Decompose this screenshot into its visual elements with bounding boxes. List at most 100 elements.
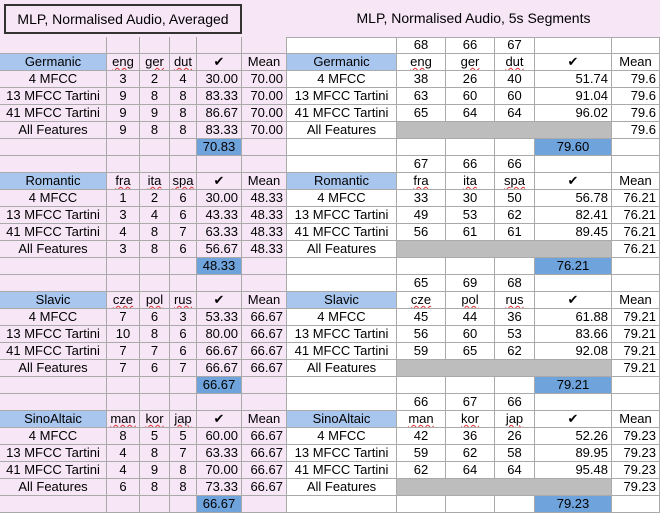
cell-text: 64 (462, 462, 478, 477)
cell: 65 (397, 105, 446, 122)
count: 68 (495, 275, 535, 292)
header: eng (107, 54, 140, 71)
cell-text: 30.00 (205, 190, 238, 205)
cell: 38 (397, 71, 446, 88)
cell (140, 37, 170, 54)
cell-text: 13 MFCC Tartini (294, 445, 389, 460)
cell: 70.00 (197, 462, 242, 479)
average: 76.21 (535, 258, 612, 275)
cell: 6 (107, 479, 140, 496)
cell-text: 79.21 (623, 343, 656, 358)
cell (140, 258, 170, 275)
cell-text: 79.60 (556, 139, 590, 154)
cell-text: cze (112, 292, 134, 307)
cell (107, 156, 140, 173)
cell-text: ✔ (567, 292, 579, 307)
cell: All Features (0, 122, 107, 139)
cell: 8 (170, 105, 197, 122)
cell: 76.21 (612, 241, 660, 258)
cell: 9 (140, 462, 170, 479)
cell: 1 (107, 190, 140, 207)
cell (170, 275, 197, 292)
cell: 45 (397, 309, 446, 326)
header: kor (446, 411, 495, 428)
cell: 9 (107, 122, 140, 139)
cell (170, 258, 197, 275)
cell (612, 394, 660, 411)
cell-text: 6 (119, 479, 127, 494)
cell: 33 (397, 190, 446, 207)
header: spa (170, 173, 197, 190)
cell: 4 MFCC (287, 428, 397, 445)
cell-text: 30.00 (205, 71, 238, 86)
cell: 30.00 (197, 71, 242, 88)
cell: 4 MFCC (287, 309, 397, 326)
cell-text: 13 MFCC Tartini (294, 326, 389, 341)
cell (535, 156, 612, 173)
count: 67 (446, 394, 495, 411)
cell-text: SinoAltaic (312, 411, 371, 426)
cell: 42 (397, 428, 446, 445)
cell-text: 79.6 (630, 71, 656, 86)
cell-text: 61 (507, 224, 522, 239)
cell-text: rus (505, 292, 524, 307)
cell-text: 7 (119, 343, 127, 358)
cell: 8 (170, 88, 197, 105)
cell-text: 4 MFCC (28, 428, 78, 443)
cell: 89.95 (535, 445, 612, 462)
cell (107, 496, 140, 513)
cell (242, 258, 287, 275)
cell: 79.23 (612, 445, 660, 462)
cell-text: ✔ (213, 292, 225, 307)
header: ita (140, 173, 170, 190)
cell (170, 377, 197, 394)
cell-text: Romantic (25, 173, 81, 188)
cell: 60 (495, 88, 535, 105)
cell-text: Mean (247, 411, 281, 426)
cell-text: 4 (119, 462, 127, 477)
cell-text: 76.21 (623, 207, 656, 222)
cell: 79.21 (612, 360, 660, 377)
cell-text: 2 (150, 190, 159, 205)
cell: 50 (495, 190, 535, 207)
cell (397, 479, 612, 496)
header: man (397, 411, 446, 428)
cell-text: 66 (507, 156, 522, 171)
cell-text: 83.33 (205, 88, 238, 103)
cell-text: 48.33 (250, 207, 283, 222)
cell: 62 (495, 343, 535, 360)
cell-text: ✔ (567, 411, 579, 426)
cell-text: 3 (179, 309, 187, 324)
cell: 59 (397, 343, 446, 360)
cell-text: 62 (507, 343, 522, 358)
cell: All Features (287, 122, 397, 139)
cell-text: ✔ (213, 173, 225, 188)
cell (170, 37, 197, 54)
cell: 41 MFCC Tartini (0, 462, 107, 479)
cell: 4 MFCC (0, 309, 107, 326)
cell-text: 8 (150, 326, 159, 341)
cell: 66.67 (242, 479, 287, 496)
cell (612, 496, 660, 513)
cell-text: 6 (179, 241, 187, 256)
cell: 13 MFCC Tartini (0, 445, 107, 462)
cell-text: 65 (462, 343, 478, 358)
cell-text: 9 (119, 88, 127, 103)
cell-text: Mean (247, 54, 281, 69)
cell (495, 377, 535, 394)
cell: 3 (107, 207, 140, 224)
title-right: MLP, Normalised Audio, 5s Segments (356, 10, 591, 26)
cell (535, 37, 612, 54)
cell-text: 62 (413, 462, 429, 477)
cell: 4 (170, 71, 197, 88)
cell-text: fra (413, 173, 429, 188)
cell-text: 59 (413, 343, 429, 358)
cell-text: 41 MFCC Tartini (6, 224, 100, 239)
cell-text: 79.21 (623, 326, 656, 341)
cell-text: 79.21 (623, 360, 656, 375)
cell-text: 61.88 (575, 309, 608, 324)
header: cze (107, 292, 140, 309)
cell (0, 496, 107, 513)
cell: 30 (446, 190, 495, 207)
cell-text: 6 (150, 360, 159, 375)
